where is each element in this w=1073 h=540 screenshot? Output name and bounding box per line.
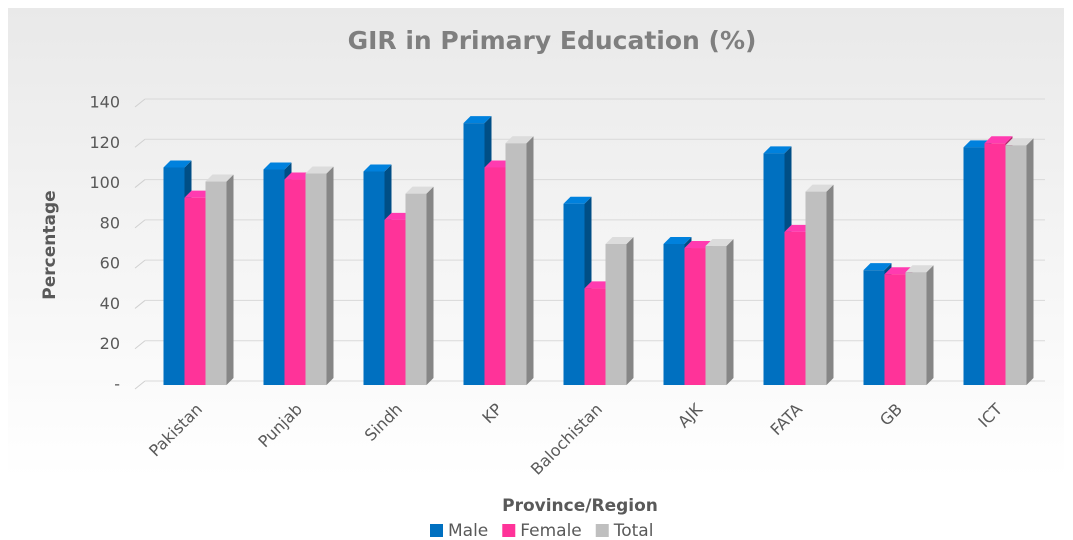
bar xyxy=(805,191,827,385)
grid-line xyxy=(134,259,146,269)
bar xyxy=(305,173,327,385)
y-tick-label: 140 xyxy=(89,93,120,112)
y-tick-label: 60 xyxy=(100,254,120,273)
y-tick-label: 20 xyxy=(100,334,120,353)
bar-top xyxy=(1005,138,1034,146)
bar xyxy=(605,244,627,385)
grid-line xyxy=(134,340,146,350)
bar-top xyxy=(984,136,1013,144)
bar xyxy=(884,274,906,385)
bar xyxy=(905,272,927,385)
bar xyxy=(205,181,227,385)
legend-swatch xyxy=(502,524,516,537)
bar-top xyxy=(363,164,392,172)
bar-side xyxy=(326,166,334,385)
grid-line xyxy=(134,98,146,108)
x-axis-title: Province/Region xyxy=(502,496,658,516)
bar xyxy=(705,246,727,385)
grid-line xyxy=(134,138,146,148)
grid-line xyxy=(134,380,146,390)
bar xyxy=(763,153,785,385)
bar xyxy=(163,167,185,385)
bar xyxy=(484,167,506,385)
bar xyxy=(584,288,606,385)
bar xyxy=(563,203,585,385)
bar-side xyxy=(826,184,834,385)
bar-side xyxy=(426,186,434,385)
grid-line xyxy=(134,179,146,188)
bar xyxy=(505,143,527,385)
legend-label: Male xyxy=(448,521,488,540)
bar-top xyxy=(463,116,492,124)
bar-side xyxy=(1026,138,1034,385)
y-tick-label: 40 xyxy=(100,294,120,313)
legend-swatch xyxy=(595,524,609,537)
bar-side xyxy=(526,136,534,385)
bar-top xyxy=(605,237,634,244)
bar xyxy=(463,123,485,386)
legend-label: Female xyxy=(520,521,581,540)
bar xyxy=(384,219,406,385)
bar-top xyxy=(905,265,934,273)
y-tick-label: 80 xyxy=(100,213,120,232)
bar-top xyxy=(763,146,792,154)
bar-top xyxy=(563,196,592,204)
bar-top xyxy=(705,239,734,247)
y-tick-label: - xyxy=(114,375,120,394)
bar-top xyxy=(505,136,534,144)
legend-swatch xyxy=(430,524,443,537)
bar-side xyxy=(926,265,934,385)
bar xyxy=(963,147,985,385)
y-axis-title: Percentage xyxy=(40,190,60,299)
bar xyxy=(684,248,706,385)
bar xyxy=(984,143,1006,385)
bar-side xyxy=(626,237,634,385)
bar xyxy=(184,197,206,385)
bar-top xyxy=(863,263,892,271)
grid-line xyxy=(134,219,146,229)
legend-label: Total xyxy=(613,521,654,540)
bar-top xyxy=(263,162,292,170)
bar-top xyxy=(805,184,834,192)
grid-line xyxy=(134,300,146,309)
bar xyxy=(363,171,385,385)
y-tick-label: 120 xyxy=(89,133,120,152)
bar-top xyxy=(205,174,234,182)
bar-top xyxy=(663,237,692,244)
bar xyxy=(405,193,427,385)
bar-side xyxy=(726,239,734,385)
bar-top xyxy=(163,160,192,168)
bar-side xyxy=(226,174,234,385)
bar-top xyxy=(305,166,334,174)
bar xyxy=(663,244,685,385)
bar xyxy=(863,270,885,385)
y-tick-label: 100 xyxy=(89,173,120,192)
bar xyxy=(784,231,806,385)
chart-title: GIR in Primary Education (%) xyxy=(348,26,757,55)
bar xyxy=(263,169,285,385)
bar xyxy=(284,179,306,385)
bar-top xyxy=(405,186,434,194)
bar xyxy=(1005,145,1027,385)
